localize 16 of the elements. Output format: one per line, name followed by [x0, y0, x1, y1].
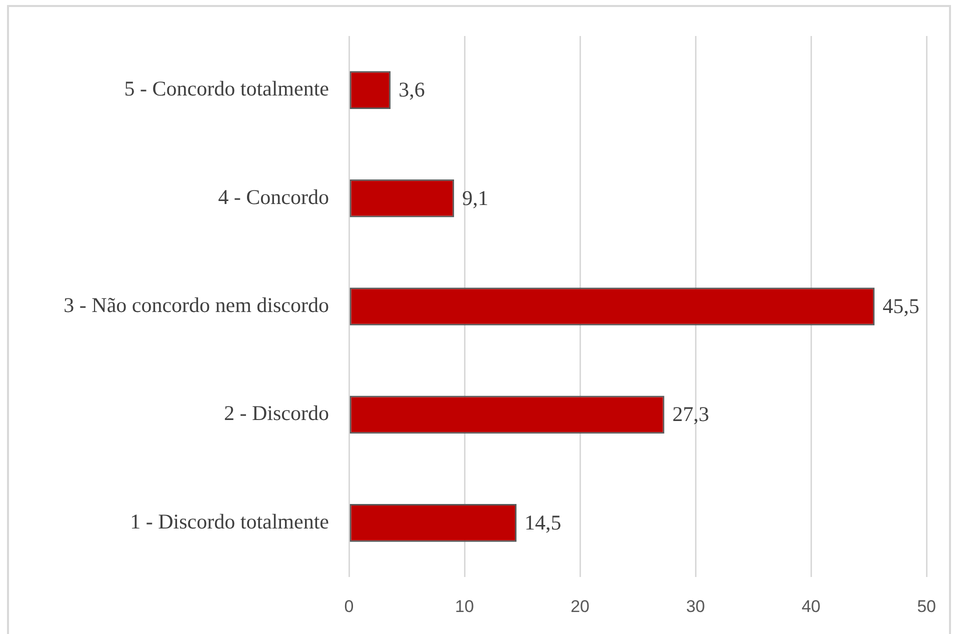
- data-label: 3,6: [398, 78, 425, 102]
- x-tick-label: 0: [344, 596, 354, 616]
- x-tick-label: 10: [455, 596, 474, 616]
- data-label: 27,3: [672, 402, 710, 426]
- x-tick-label: 40: [802, 596, 820, 616]
- y-tick-label: 1 - Discordo totalmente: [130, 509, 329, 534]
- x-tick-label: 20: [570, 596, 590, 616]
- y-tick-label: 4 - Concordo: [218, 184, 329, 209]
- y-tick-label: 2 - Discordo: [224, 401, 329, 426]
- data-label: 9,1: [462, 186, 488, 210]
- data-label: 45,5: [882, 294, 920, 318]
- x-tick-label: 50: [917, 596, 936, 616]
- data-label: 14,5: [524, 510, 562, 534]
- x-tick-label: 30: [686, 596, 705, 616]
- y-tick-label: 3 - Não concordo nem discordo: [64, 293, 329, 318]
- y-tick-label: 5 - Concordo totalmente: [124, 76, 329, 101]
